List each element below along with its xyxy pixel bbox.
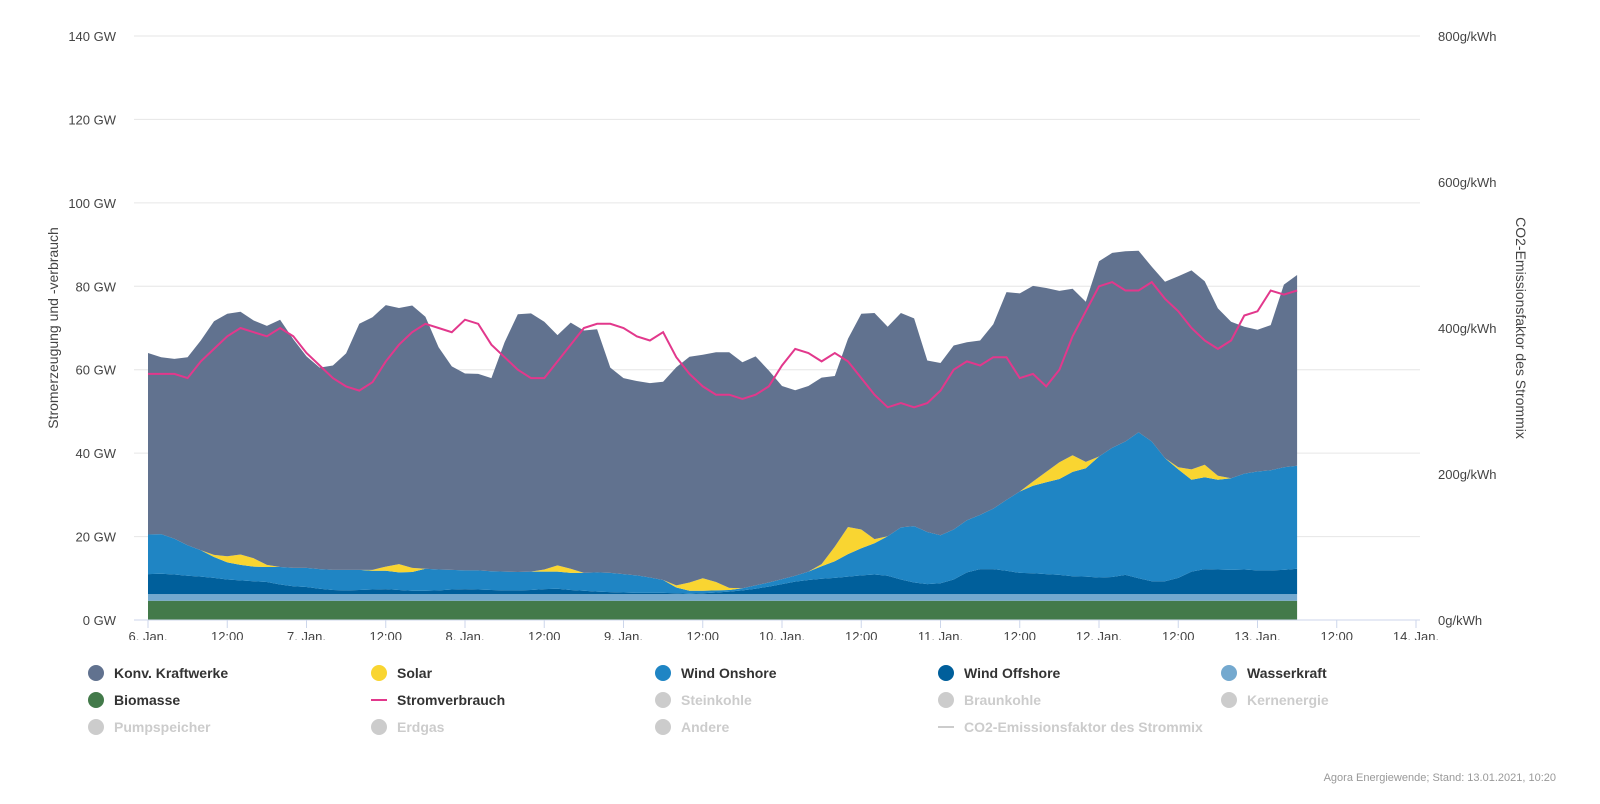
y2-tick-label: 400g/kWh [1438,321,1497,336]
y2-axis-title: CO2-Emissionsfaktor des Strommix [1513,217,1529,439]
legend-dot-icon [88,665,104,681]
y2-tick-label: 200g/kWh [1438,467,1497,482]
legend-dot-icon [655,692,671,708]
x-tick-label: 12:00 [211,629,244,640]
line-series [148,280,1298,409]
legend-label: Braunkohle [964,692,1042,708]
legend-label: Wasserkraft [1247,665,1327,681]
legend-item-kernenergie[interactable]: Kernenergie [1221,689,1329,711]
x-tick-label: 6. Jan. [128,629,167,640]
legend-item-wind-onshore[interactable]: Wind Onshore [655,662,777,684]
legend-line-icon [938,726,954,728]
legend-label: CO2-Emissionsfaktor des Strommix [964,719,1203,735]
x-axis: 6. Jan. 12:00 7. Jan. 12:00 8. Jan. 12:00 9. J… [128,619,1439,640]
y-tick-label: 140 GW [68,29,116,44]
legend-item-steinkohle[interactable]: Steinkohle [655,689,752,711]
x-tick-label: 14. Jan. [1393,629,1439,640]
legend-item-pumpspeicher[interactable]: Pumpspeicher [88,716,210,738]
y-tick-label: 0 GW [83,613,117,628]
x-tick-label: 10. Jan. [759,629,805,640]
stacked-areas [148,250,1298,620]
y-tick-label: 100 GW [68,196,116,211]
legend-line-icon [371,699,387,701]
x-tick-label: 12:00 [845,629,878,640]
legend-label: Konv. Kraftwerke [114,665,229,681]
legend-item-andere[interactable]: Andere [655,716,729,738]
x-tick-label: 12:00 [528,629,561,640]
legend-item-konv-kraftwerke[interactable]: Konv. Kraftwerke [88,662,228,684]
legend-label: Steinkohle [681,692,752,708]
x-tick-label: 12:00 [686,629,719,640]
legend-label: Stromverbrauch [397,692,506,708]
legend-dot-icon [655,719,671,735]
legend-item-braunkohle[interactable]: Braunkohle [938,689,1041,711]
legend-label: Erdgas [397,719,445,735]
x-tick-label: 12. Jan. [1076,629,1122,640]
chart-svg: 6. Jan. 12:00 7. Jan. 12:00 8. Jan. 12:00 9. J… [45,29,1529,640]
y2-tick-label: 800g/kWh [1438,29,1497,44]
area-konv-kraftwerke [148,250,1298,589]
legend-item-biomasse[interactable]: Biomasse [88,689,180,711]
legend-label: Wind Onshore [681,665,777,681]
legend-item-wasserkraft[interactable]: Wasserkraft [1221,662,1327,684]
area-wasserkraft [148,594,1298,601]
legend-label: Biomasse [114,692,181,708]
credits: Agora Energiewende; Stand: 13.01.2021, 1… [1323,772,1556,784]
legend-dot-icon [938,692,954,708]
legend-label: Andere [681,719,730,735]
line-stromverbrauch [148,280,1298,409]
x-tick-label: 13. Jan. [1234,629,1280,640]
legend-label: Pumpspeicher [114,719,211,735]
x-tick-label: 7. Jan. [287,629,326,640]
legend-dot-icon [655,665,671,681]
y-tick-label: 120 GW [68,112,116,127]
x-tick-label: 12:00 [1162,629,1195,640]
x-tick-label: 12:00 [1320,629,1353,640]
x-tick-label: 11. Jan. [918,629,963,640]
legend-item-erdgas[interactable]: Erdgas [371,716,444,738]
legend-dot-icon [88,692,104,708]
x-tick-label: 12:00 [1003,629,1036,640]
y-tick-label: 80 GW [76,279,117,294]
y2-tick-label: 600g/kWh [1438,175,1497,190]
x-tick-label: 9. Jan. [604,629,643,640]
legend-dot-icon [371,665,387,681]
legend-item-solar[interactable]: Solar [371,662,432,684]
legend-label: Kernenergie [1247,692,1329,708]
area-wind-offshore [148,568,1298,595]
legend-dot-icon [1221,692,1237,708]
legend-item-wind-offshore[interactable]: Wind Offshore [938,662,1060,684]
area-wind-onshore [148,432,1298,594]
area-biomasse [148,600,1298,620]
y-axis-right: 0g/kWh 200g/kWh 400g/kWh 600g/kWh 800g/kWh [1438,29,1497,628]
legend-dot-icon [88,719,104,735]
y-tick-label: 60 GW [76,363,117,378]
legend-item-stromverbrauch[interactable]: Stromverbrauch [371,689,505,711]
legend-item-co2-emissionsfaktor-des-strommix[interactable]: CO2-Emissionsfaktor des Strommix [938,716,1203,738]
y-tick-label: 20 GW [76,530,117,545]
y-tick-label: 40 GW [76,446,117,461]
y-axis-title: Stromerzeugung und -verbrauch [45,227,61,429]
y-axis-left: 0 GW 20 GW 40 GW 60 GW 80 GW 100 GW 120 GW 140 … [68,29,116,628]
x-tick-label: 8. Jan. [445,629,484,640]
legend-label: Solar [397,665,433,681]
legend-label: Wind Offshore [964,665,1061,681]
legend: Konv. Kraftwerke Solar Wind Onshore Wind Of… [88,662,1548,746]
y2-tick-label: 0g/kWh [1438,613,1482,628]
x-tick-label: 12:00 [369,629,402,640]
legend-dot-icon [938,665,954,681]
legend-dot-icon [1221,665,1237,681]
legend-dot-icon [371,719,387,735]
